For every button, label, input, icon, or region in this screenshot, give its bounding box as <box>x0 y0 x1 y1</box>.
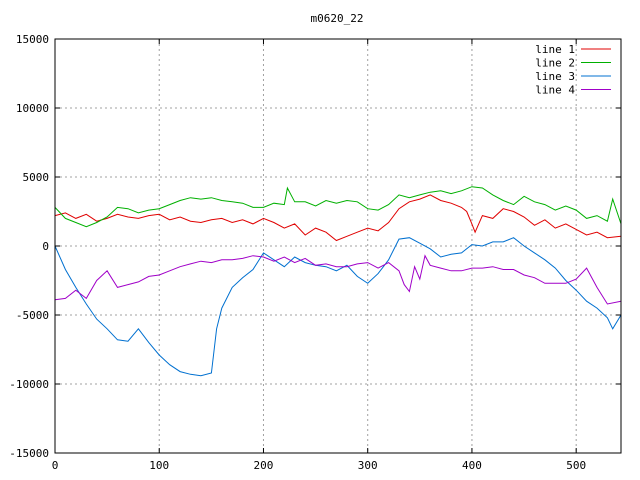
y-tick-label: -5000 <box>16 309 49 322</box>
x-tick-label: 100 <box>149 459 169 472</box>
grid-layer <box>55 39 621 453</box>
x-tick-label: 300 <box>358 459 378 472</box>
series-layer <box>54 186 622 377</box>
x-tick-label: 200 <box>254 459 274 472</box>
y-tick-label: 10000 <box>16 102 49 115</box>
tick-layer: 0 100 200 300 400 500 -15000 -10000 -5000 0 5000 10… <box>9 33 621 472</box>
y-tick-label: 5000 <box>23 171 50 184</box>
chart-title: m0620_22 <box>311 12 364 25</box>
series-line-1 <box>54 194 622 242</box>
legend-label-1: line 1 <box>535 43 575 56</box>
y-tick-label: -10000 <box>9 378 49 391</box>
legend-label-4: line 4 <box>535 84 575 97</box>
y-tick-label: 0 <box>42 240 49 253</box>
y-tick-label: -15000 <box>9 447 49 460</box>
x-tick-label: 0 <box>52 459 59 472</box>
series-line-3 <box>54 237 622 377</box>
series-line-2 <box>54 186 622 228</box>
x-tick-label: 400 <box>462 459 482 472</box>
x-tick-label: 500 <box>566 459 586 472</box>
legend-label-3: line 3 <box>535 70 575 83</box>
series-line-4 <box>54 254 622 305</box>
legend-label-2: line 2 <box>535 57 575 70</box>
y-tick-label: 15000 <box>16 33 49 46</box>
